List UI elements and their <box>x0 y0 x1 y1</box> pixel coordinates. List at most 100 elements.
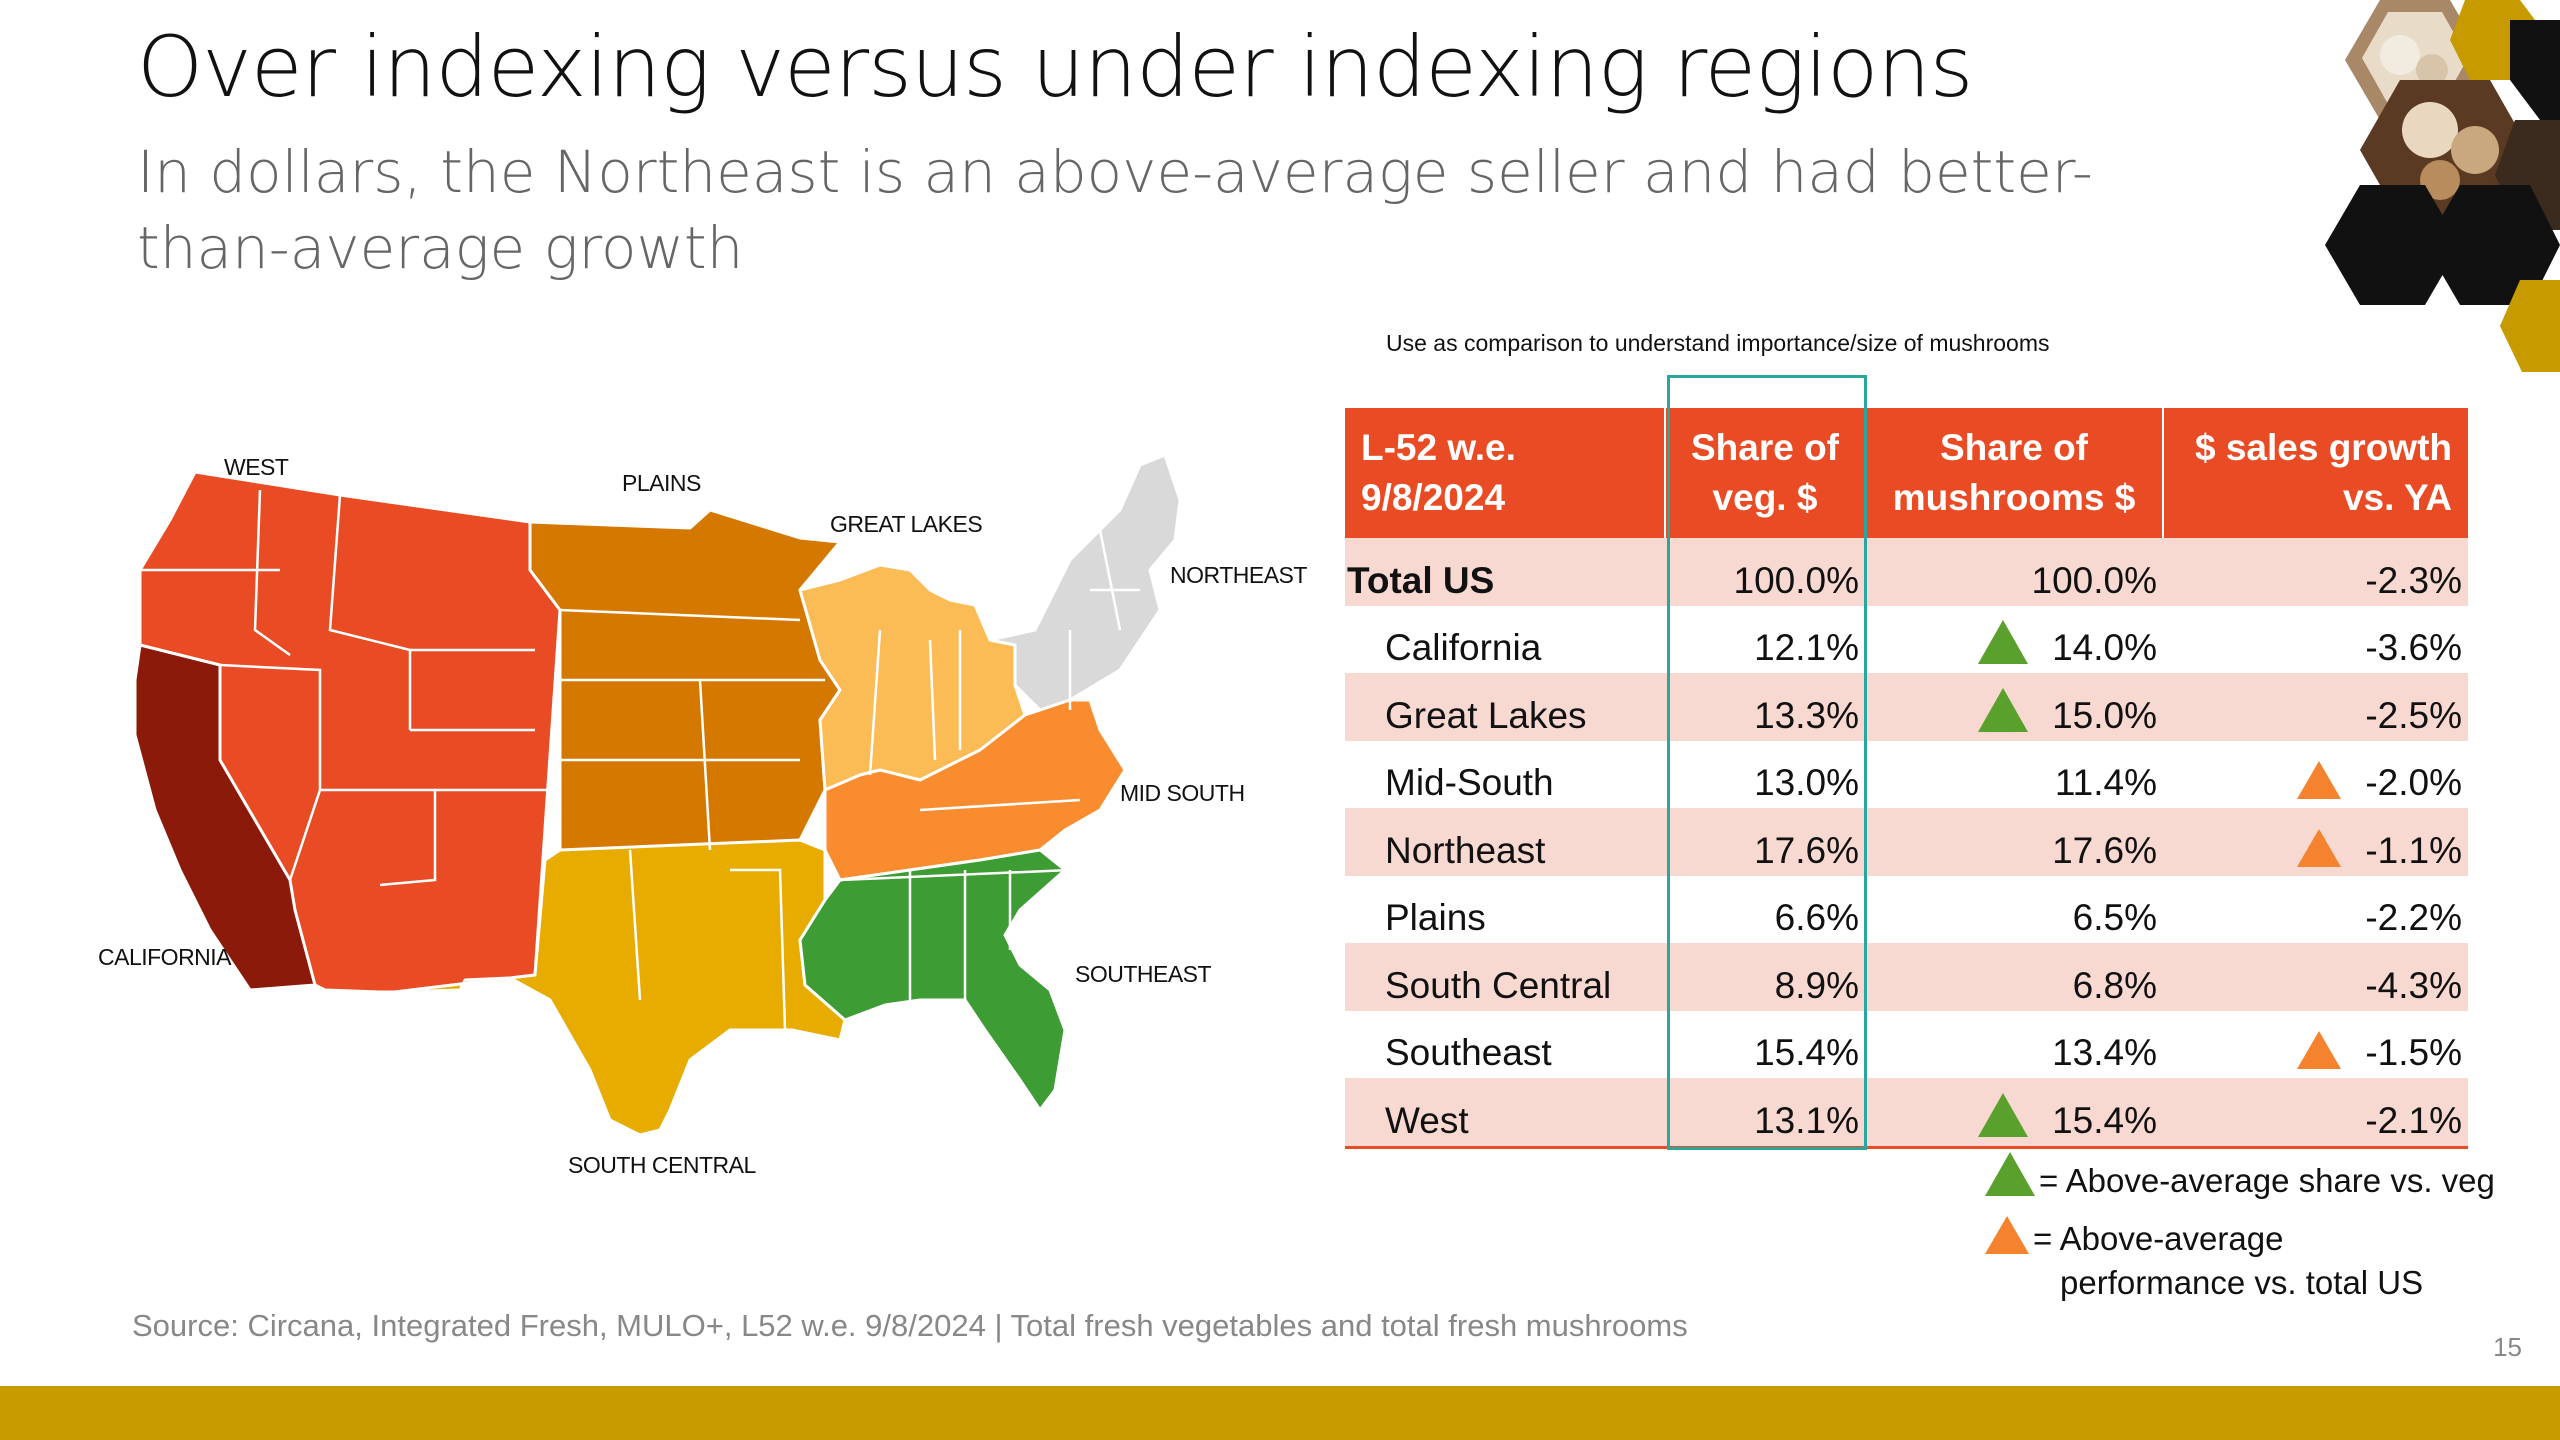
map-label-south-central: SOUTH CENTRAL <box>568 1152 756 1178</box>
slide-title: Over indexing versus under indexing regi… <box>137 18 1973 116</box>
share-veg-cell: 13.1% <box>1665 1078 1865 1149</box>
region-name-cell: Southeast <box>1385 1032 1552 1073</box>
share-mushrooms-value: 15.4% <box>2052 1099 2157 1141</box>
region-name-cell: West <box>1345 1078 1665 1149</box>
legend-green: = Above-average share vs. veg <box>1985 1152 2495 1200</box>
table-row: Great Lakes 13.3% 15.0% -2.5% <box>1345 673 2468 741</box>
sales-growth-value: -4.3% <box>2365 964 2462 1006</box>
region-name-cell: Great Lakes <box>1345 673 1665 741</box>
orange-triangle-icon <box>2297 1031 2342 1069</box>
region-name-cell: Plains <box>1385 897 1486 938</box>
share-mushrooms-cell: 17.6% <box>1865 808 2163 876</box>
sales-growth-cell: -1.1% <box>2163 808 2468 876</box>
share-veg-cell: 13.3% <box>1665 673 1865 741</box>
sales-growth-value: -2.0% <box>2365 762 2462 803</box>
share-mushrooms-cell: 14.0% <box>1865 606 2163 674</box>
legend-orange-label-line1: = Above-average <box>2033 1220 2284 1257</box>
sales-growth-value: -2.3% <box>2365 559 2462 601</box>
page-number: 15 <box>2493 1332 2522 1362</box>
sales-growth-cell: -2.2% <box>2163 876 2468 944</box>
share-mushrooms-cell: 6.5% <box>1865 876 2163 944</box>
us-map-svg <box>133 453 1182 1137</box>
header-share-mushrooms: Share of mushrooms $ <box>1865 408 2164 538</box>
green-triangle-icon <box>1978 620 2029 664</box>
share-mushrooms-value: 11.4% <box>2054 762 2157 803</box>
green-triangle-icon <box>1985 1152 2035 1196</box>
sales-growth-value: -1.5% <box>2365 1032 2462 1073</box>
sales-growth-value: -2.5% <box>2365 694 2462 736</box>
map-label-northeast: NORTHEAST <box>1170 562 1307 588</box>
share-veg-cell: 13.0% <box>1754 762 1859 803</box>
share-mushrooms-value: 17.6% <box>2052 829 2157 871</box>
footer-bar <box>0 1386 2560 1440</box>
table-row: Northeast 17.6% 17.6% -1.1% <box>1345 808 2468 876</box>
map-label-plains: PLAINS <box>622 470 701 496</box>
table-row: California 12.1% 14.0% -3.6% <box>1345 606 2468 674</box>
map-label-mid-south: MID SOUTH <box>1120 780 1245 806</box>
share-mushrooms-value: 6.8% <box>2072 964 2157 1006</box>
sales-growth-cell: -3.6% <box>2163 606 2468 674</box>
sales-growth-value: -2.2% <box>2365 897 2462 938</box>
table-row: Mid-South 13.0% 11.4% -2.0% <box>1345 741 2468 809</box>
sales-growth-cell: -4.3% <box>2163 943 2468 1011</box>
table-header-row: L-52 w.e. 9/8/2024 Share of veg. $ Share… <box>1345 408 2468 538</box>
region-name-cell: Mid-South <box>1385 762 1554 803</box>
header-period: L-52 w.e. 9/8/2024 <box>1345 408 1666 538</box>
table-row: West 13.1% 15.4% -2.1% <box>1345 1078 2468 1149</box>
share-veg-cell: 8.9% <box>1665 943 1865 1011</box>
share-veg-cell: 15.4% <box>1754 1032 1859 1073</box>
us-region-map: WEST PLAINS GREAT LAKES NORTHEAST MID SO… <box>80 430 1330 1200</box>
regional-share-table: L-52 w.e. 9/8/2024 Share of veg. $ Share… <box>1345 408 2468 1149</box>
source-footnote: Source: Circana, Integrated Fresh, MULO+… <box>132 1308 1688 1343</box>
share-veg-cell: 17.6% <box>1665 808 1865 876</box>
map-label-southeast: SOUTHEAST <box>1075 961 1212 987</box>
share-mushrooms-value: 15.0% <box>2052 694 2157 736</box>
state-borders <box>140 489 1140 1031</box>
share-mushrooms-value: 14.0% <box>2052 627 2157 668</box>
share-veg-cell: 12.1% <box>1754 627 1859 668</box>
table-row: Plains 6.6% 6.5% -2.2% <box>1345 876 2468 944</box>
table-row: Total US 100.0% 100.0% -2.3% <box>1345 538 2468 606</box>
green-triangle-icon <box>1978 687 2029 732</box>
share-mushrooms-value: 6.5% <box>2072 897 2157 938</box>
table-row: South Central 8.9% 6.8% -4.3% <box>1345 943 2468 1011</box>
legend-orange: = Above-average performance vs. total US <box>1985 1216 2423 1305</box>
share-veg-cell: 6.6% <box>1774 897 1859 938</box>
sales-growth-cell: -2.3% <box>2163 538 2468 606</box>
slide-subtitle: In dollars, the Northeast is an above-av… <box>137 138 2093 282</box>
sales-growth-value: -2.1% <box>2365 1099 2462 1141</box>
map-label-great-lakes: GREAT LAKES <box>830 511 983 537</box>
table-row: Southeast 15.4% 13.4% -1.5% <box>1345 1011 2468 1079</box>
legend-green-label: = Above-average share vs. veg <box>2039 1162 2495 1199</box>
header-sales-growth: $ sales growth vs. YA <box>2163 408 2468 538</box>
region-name-cell: Northeast <box>1345 808 1665 876</box>
map-label-west: WEST <box>224 454 289 480</box>
legend-orange-label-line2: performance vs. total US <box>2060 1264 2424 1301</box>
share-mushrooms-cell: 15.4% <box>1865 1078 2163 1149</box>
region-name-cell: California <box>1385 627 1542 668</box>
orange-triangle-icon <box>2297 828 2342 867</box>
region-california <box>133 643 317 992</box>
share-mushrooms-cell: 13.4% <box>1865 1011 2163 1079</box>
region-southeast <box>798 848 1067 1112</box>
map-label-california: CALIFORNIA <box>98 944 232 970</box>
region-mid-south <box>823 698 1127 882</box>
share-mushrooms-value: 100.0% <box>2031 559 2158 601</box>
sales-growth-cell: -1.5% <box>2163 1011 2468 1079</box>
green-triangle-icon <box>1978 1092 2029 1137</box>
share-mushrooms-cell: 100.0% <box>1865 538 2163 606</box>
comparison-note: Use as comparison to understand importan… <box>1386 330 2050 356</box>
orange-triangle-icon <box>2297 761 2342 799</box>
region-name-cell: Total US <box>1345 538 1665 606</box>
hexagon-photo-decoration <box>2325 0 2560 372</box>
orange-triangle-icon <box>1985 1216 2029 1254</box>
sales-growth-cell: -2.0% <box>2163 741 2468 809</box>
region-northeast <box>988 453 1182 712</box>
sales-growth-value: -1.1% <box>2365 829 2462 871</box>
sales-growth-cell: -2.1% <box>2163 1078 2468 1149</box>
share-veg-cell: 100.0% <box>1665 538 1865 606</box>
share-mushrooms-value: 13.4% <box>2052 1032 2157 1073</box>
region-name-cell: South Central <box>1345 943 1665 1011</box>
share-mushrooms-cell: 6.8% <box>1865 943 2163 1011</box>
header-share-veg: Share of veg. $ <box>1665 408 1866 538</box>
